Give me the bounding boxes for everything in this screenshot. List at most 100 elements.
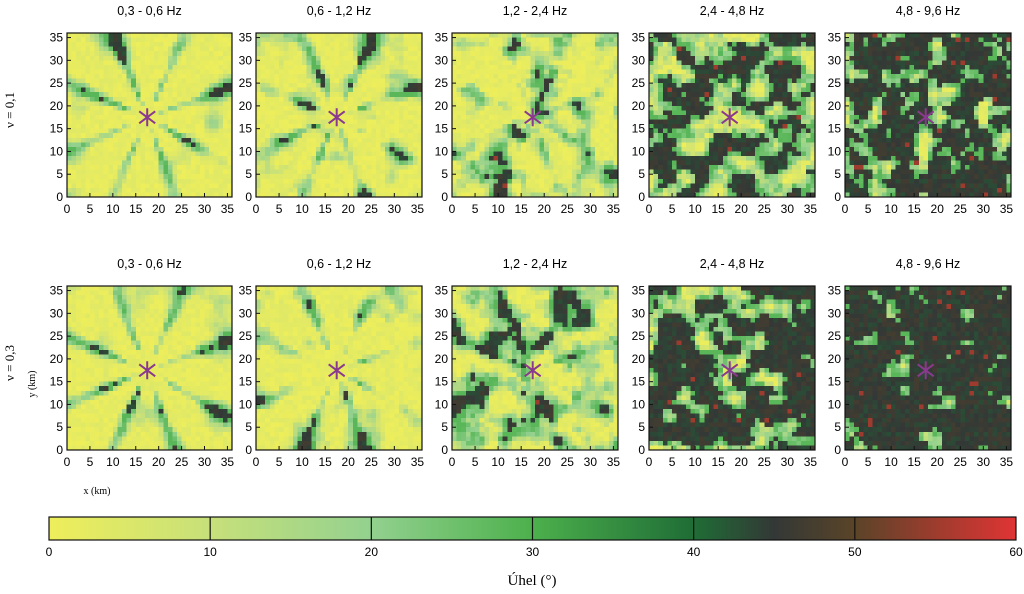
x-tick-label: 20 [735, 455, 749, 469]
y-tick-label: 15 [239, 122, 253, 136]
heatmap-panel: 1,2 - 2,4 Hz 0 5 10 15 20 25 30 35 0 5 10 15 20 25 30 35 [435, 257, 621, 469]
y-tick-label: 25 [828, 76, 842, 90]
panel-frame [844, 32, 1012, 198]
x-tick-label: 25 [365, 202, 379, 216]
x-tick-label: 20 [931, 202, 945, 216]
x-tick-label: 30 [977, 455, 991, 469]
y-tick-label: 15 [632, 375, 646, 389]
panel-title: 0,3 - 0,6 Hz [117, 257, 182, 271]
colorbar-tick-label: 30 [526, 545, 540, 559]
x-tick-label: 20 [538, 455, 552, 469]
x-tick-label: 5 [669, 202, 676, 216]
x-tick-label: 30 [388, 202, 402, 216]
y-tick-label: 10 [239, 397, 253, 411]
panel-frame [648, 32, 816, 198]
heatmap-cells [67, 33, 233, 198]
x-tick-label: 25 [954, 202, 968, 216]
epicenter-marker [138, 108, 156, 127]
y-tick-label: 25 [632, 329, 646, 343]
x-tick-label: 0 [646, 202, 653, 216]
y-tick-label: 25 [50, 329, 64, 343]
y-tick-label: 10 [632, 397, 646, 411]
y-tick-label: 30 [828, 306, 842, 320]
x-tick-label: 15 [129, 202, 143, 216]
x-tick-label: 10 [295, 202, 309, 216]
x-tick-label: 30 [198, 202, 212, 216]
epicenter-marker [524, 108, 542, 127]
epicenter-marker [721, 361, 739, 380]
x-tick-label: 0 [64, 455, 71, 469]
heatmap-cells [649, 33, 816, 198]
colorbar-tick-label: 50 [848, 545, 862, 559]
x-tick-label: 0 [64, 202, 71, 216]
x-tick-label: 15 [514, 202, 528, 216]
heatmap-cells [452, 33, 619, 198]
y-tick-label: 0 [834, 443, 841, 457]
y-tick-label: 25 [50, 76, 64, 90]
x-tick-label: 10 [884, 455, 898, 469]
panel-title: 1,2 - 2,4 Hz [503, 257, 568, 271]
x-tick-label: 10 [491, 455, 505, 469]
x-tick-label: 20 [342, 455, 356, 469]
x-tick-label: 0 [842, 455, 849, 469]
y-tick-label: 20 [239, 352, 253, 366]
x-tick-label: 30 [584, 202, 598, 216]
epicenter-marker [721, 108, 739, 127]
colorbar-tick-label: 40 [687, 545, 701, 559]
x-tick-label: 15 [907, 202, 921, 216]
y-tick-label: 35 [632, 284, 646, 298]
x-tick-label: 15 [129, 455, 143, 469]
y-tick-label: 5 [56, 420, 63, 434]
x-tick-label: 35 [804, 455, 818, 469]
y-tick-label: 10 [828, 144, 842, 158]
x-tick-label: 30 [781, 202, 795, 216]
x-tick-label: 30 [388, 455, 402, 469]
y-axis-label: y (km) [27, 371, 38, 398]
x-tick-label: 5 [276, 455, 283, 469]
x-tick-label: 35 [411, 455, 425, 469]
panel-frame [255, 285, 423, 451]
x-tick-label: 30 [584, 455, 598, 469]
x-tick-label: 35 [607, 455, 621, 469]
heatmap-panel: 0,3 - 0,6 Hz 0 5 10 15 20 25 30 35 0 5 10 15 20 25 30 35 [50, 257, 235, 469]
y-tick-label: 20 [632, 352, 646, 366]
x-tick-label: 5 [669, 455, 676, 469]
heatmap-cells [845, 286, 1012, 451]
row-label: ν = 0,1 [2, 92, 17, 128]
x-tick-label: 25 [954, 455, 968, 469]
y-tick-label: 20 [632, 99, 646, 113]
x-tick-label: 5 [87, 202, 94, 216]
x-tick-label: 25 [365, 455, 379, 469]
y-tick-label: 30 [632, 306, 646, 320]
x-tick-label: 15 [711, 455, 725, 469]
colorbar-tick-label: 10 [203, 545, 217, 559]
y-tick-label: 5 [834, 420, 841, 434]
y-tick-label: 0 [56, 443, 63, 457]
heatmap-panel: 0,3 - 0,6 Hz 0 5 10 15 20 25 30 35 0 5 10 15 20 25 30 35 [50, 4, 235, 216]
x-tick-label: 5 [87, 455, 94, 469]
x-tick-label: 5 [472, 202, 479, 216]
heatmap-cells [845, 33, 1012, 198]
heatmap-panel: 0,6 - 1,2 Hz 0 5 10 15 20 25 30 35 0 5 10 15 20 25 30 35 [239, 257, 425, 469]
panel-title: 4,8 - 9,6 Hz [896, 4, 961, 18]
x-tick-label: 10 [295, 455, 309, 469]
x-tick-label: 10 [884, 202, 898, 216]
x-tick-label: 10 [688, 202, 702, 216]
heatmap-cells [256, 286, 423, 451]
y-tick-label: 5 [638, 420, 645, 434]
x-tick-label: 25 [758, 455, 772, 469]
panel-title: 2,4 - 4,8 Hz [700, 257, 765, 271]
heatmap-panel: 4,8 - 9,6 Hz 0 5 10 15 20 25 30 35 0 5 10 15 20 25 30 35 [828, 257, 1014, 469]
y-tick-label: 10 [50, 397, 64, 411]
y-tick-label: 35 [435, 284, 449, 298]
colorbar-tick-label: 20 [365, 545, 379, 559]
y-tick-label: 30 [435, 306, 449, 320]
y-tick-label: 35 [828, 31, 842, 45]
panel-frame [66, 285, 233, 451]
panel-title: 4,8 - 9,6 Hz [896, 257, 961, 271]
heatmap-panel: 1,2 - 2,4 Hz 0 5 10 15 20 25 30 35 0 5 10 15 20 25 30 35 [435, 4, 621, 216]
y-tick-label: 0 [638, 443, 645, 457]
y-tick-label: 25 [828, 329, 842, 343]
y-tick-label: 30 [239, 53, 253, 67]
